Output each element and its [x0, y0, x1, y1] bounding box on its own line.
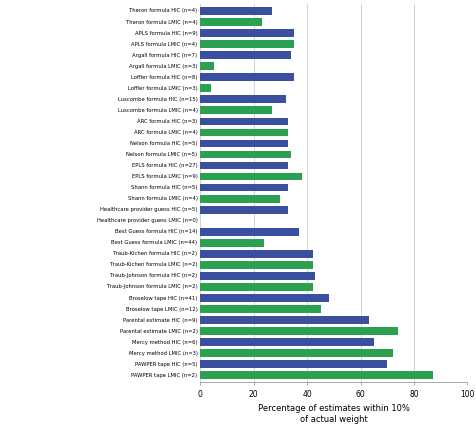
Bar [200, 239, 264, 247]
Bar [200, 162, 288, 169]
Bar [200, 349, 392, 357]
Bar [200, 228, 298, 236]
Bar [200, 272, 315, 280]
Bar [200, 305, 320, 313]
Bar [200, 372, 432, 379]
Bar [200, 62, 213, 70]
Bar [200, 29, 293, 37]
Bar [200, 7, 272, 15]
Bar [200, 118, 288, 125]
Bar [200, 151, 290, 158]
Bar [200, 128, 288, 136]
Bar [200, 339, 373, 346]
Bar [200, 327, 397, 335]
Bar [200, 294, 328, 302]
Bar [200, 95, 285, 103]
Bar [200, 173, 301, 181]
Bar [200, 250, 312, 258]
Bar [200, 261, 312, 269]
Bar [200, 140, 288, 147]
Bar [200, 283, 312, 291]
Bar [200, 40, 293, 48]
Bar [200, 195, 280, 203]
Bar [200, 18, 261, 26]
Bar [200, 316, 368, 324]
X-axis label: Percentage of estimates within 10%
of actual weight: Percentage of estimates within 10% of ac… [258, 404, 409, 424]
Bar [200, 51, 290, 59]
Bar [200, 184, 288, 191]
Bar [200, 360, 387, 368]
Bar [200, 84, 210, 92]
Bar [200, 206, 288, 214]
Bar [200, 73, 293, 81]
Bar [200, 106, 272, 114]
